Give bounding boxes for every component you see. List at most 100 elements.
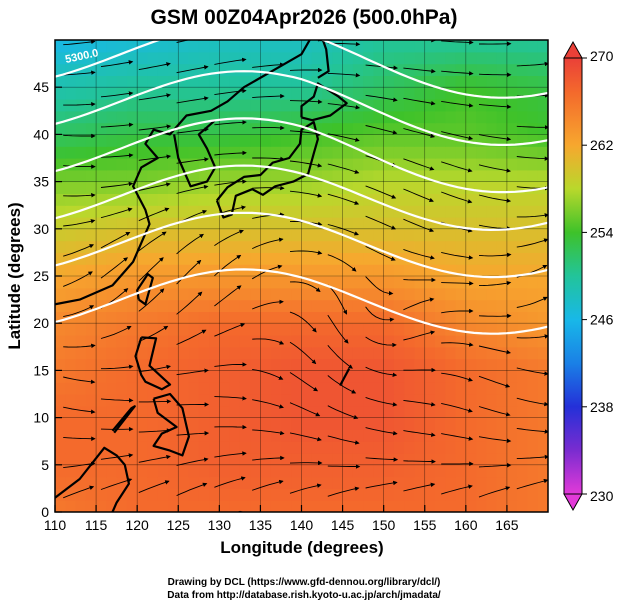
temperature-cell [373,346,385,360]
temperature-cell [342,51,354,65]
temperature-cell [137,51,149,65]
temperature-cell [476,169,487,183]
temperature-cell [322,488,333,501]
temperature-cell [352,169,364,183]
temperature-cell [393,158,405,171]
temperature-cell [496,169,508,183]
temperature-cell [383,240,395,253]
temperature-cell [209,134,220,147]
temperature-cell [527,134,539,147]
temperature-cell [517,429,529,442]
temperature-cell [55,193,66,206]
temperature-cell [198,382,210,395]
temperature-cell [445,488,457,501]
temperature-cell [322,346,333,360]
temperature-cell [496,87,508,100]
temperature-cell [383,370,395,383]
streamline-arrow [403,158,435,171]
temperature-cell [116,323,128,336]
temperature-cell [137,405,149,419]
temperature-cell [435,276,446,289]
streamline-arrow [252,299,284,310]
temperature-cell [147,217,159,230]
streamline-arrow [516,296,548,308]
temperature-cell [106,87,118,100]
temperature-cell [188,441,200,454]
temperature-cell [455,146,467,159]
temperature-cell [147,500,159,512]
temperature-cell [188,488,200,501]
temperature-cell [75,193,87,206]
streamline-arrow [516,125,548,130]
temperature-cell [96,346,107,360]
temperature-cell [445,299,457,312]
temperature-cell [342,228,354,242]
temperature-cell [188,99,200,112]
temperature-cell [506,87,518,100]
temperature-cell [435,134,446,147]
temperature-cell [65,335,77,348]
temperature-cell [229,464,241,478]
temperature-cell [373,287,385,301]
temperature-cell [281,87,292,100]
temperature-cell [178,75,190,88]
temperature-cell [178,358,190,371]
temperature-cell [219,228,231,242]
temperature-cell [168,335,179,348]
streamline-arrow [365,276,394,296]
temperature-cell [96,252,107,265]
temperature-cell [260,323,272,336]
streamline-arrow [403,188,434,203]
temperature-cell [96,500,107,512]
temperature-cell [352,453,364,466]
temperature-cell [281,346,292,360]
temperature-cell [352,405,364,419]
temperature-cell [363,346,374,360]
streamline-arrow [252,62,285,68]
temperature-cell [281,134,292,147]
streamline-arrow [516,427,548,434]
temperature-cell [332,464,344,478]
temperature-cell [496,134,508,147]
temperature-cell [85,75,97,88]
temperature-cell [126,205,138,218]
streamline-arrow [63,70,96,76]
temperature-cell [106,453,118,466]
temperature-cell [342,240,354,253]
temperature-cell [311,405,323,419]
temperature-cell [301,240,313,253]
temperature-cell [106,476,118,489]
temperature-cell [424,217,436,230]
temperature-cell [424,110,436,124]
temperature-cell [517,464,529,478]
temperature-cell [455,335,467,348]
temperature-cell [178,63,190,76]
temperature-cell [250,464,261,478]
temperature-cell [373,99,385,112]
temperature-cell [342,370,354,383]
temperature-cell [147,323,159,336]
temperature-cell [75,299,87,312]
temperature-cell [506,205,518,218]
x-tick-label: 150 [372,517,396,533]
temperature-cell [435,358,446,371]
temperature-cell [229,181,241,194]
temperature-cell [352,110,364,124]
contour-line [55,211,548,279]
temperature-cell [322,40,333,53]
temperature-cell [239,217,251,230]
temperature-cell [383,394,395,407]
temperature-cell [414,323,426,336]
temperature-cell [137,323,149,336]
temperature-cell [414,441,426,454]
temperature-cell [445,110,457,124]
temperature-cell [301,346,313,360]
temperature-cell [188,122,200,135]
temperature-cell [229,134,241,147]
temperature-cell [96,158,107,171]
temperature-cell [55,181,66,194]
temperature-cell [301,488,313,501]
temperature-cell [147,394,159,407]
streamline-arrow [214,451,247,458]
temperature-cell [404,158,416,171]
